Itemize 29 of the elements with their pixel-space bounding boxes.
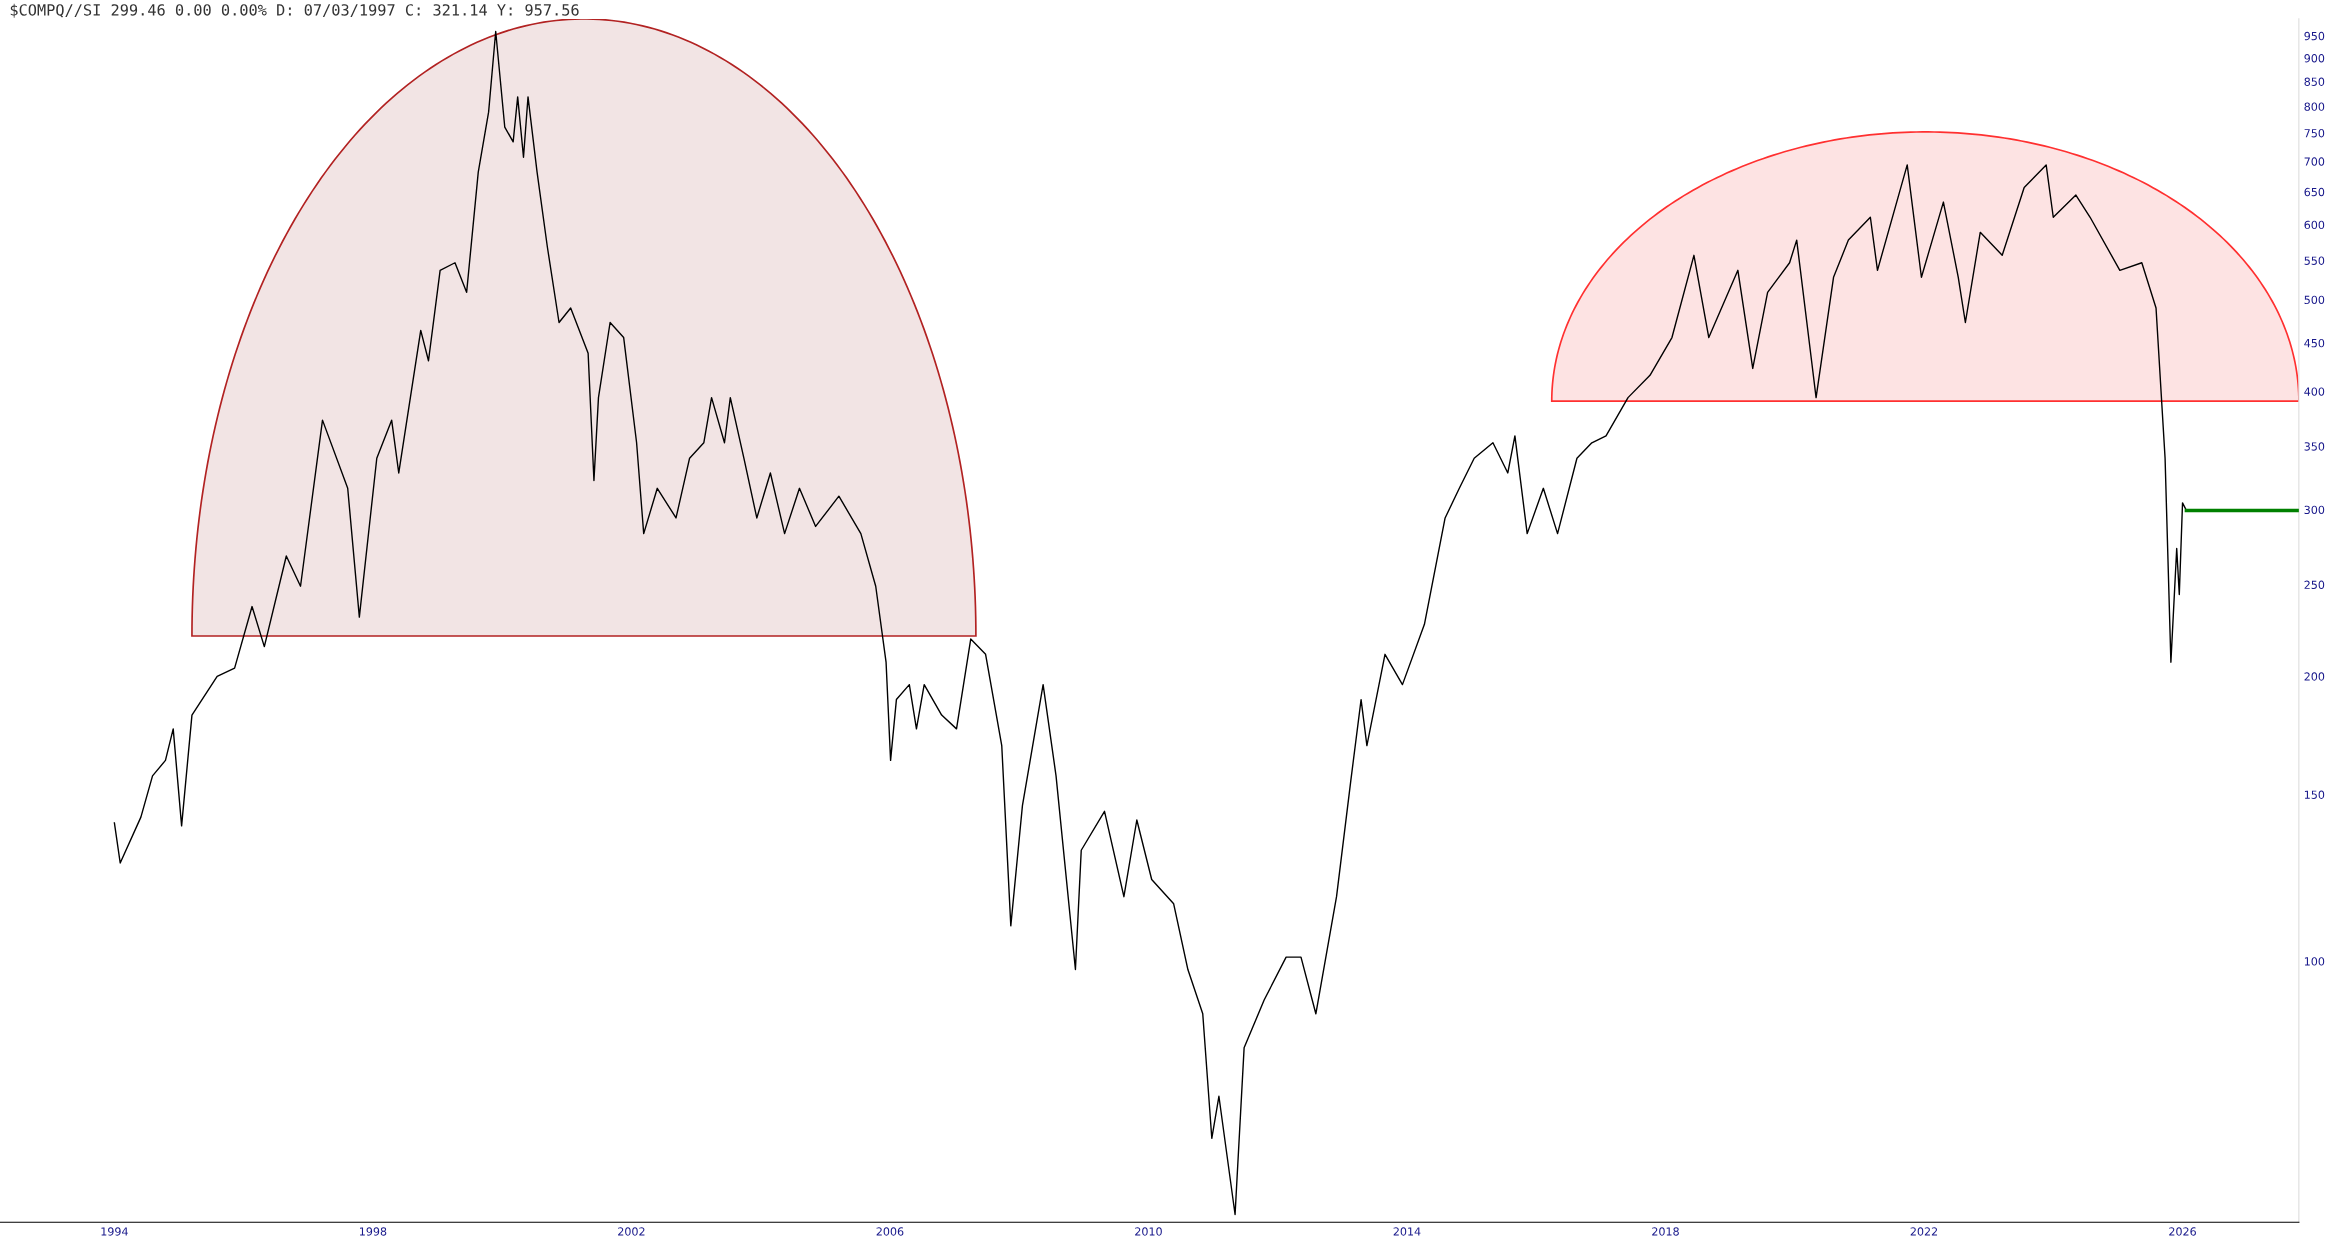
line-series xyxy=(113,30,2188,1216)
x-tick-label: 2002 xyxy=(618,1227,645,1236)
y-tick-label: 950 xyxy=(2304,31,2325,41)
y-tick-label: 150 xyxy=(2304,790,2325,799)
y-tick-label: 700 xyxy=(2304,157,2325,166)
x-tick-label: 2010 xyxy=(1135,1227,1162,1236)
y-tick-label: 100 xyxy=(2304,957,2325,966)
y-tick-label: 600 xyxy=(2304,220,2325,230)
x-tick-label: 1994 xyxy=(101,1227,128,1236)
y-tick-label: 650 xyxy=(2304,187,2325,197)
x-tick-label: 1998 xyxy=(359,1227,387,1236)
y-tick-label: 550 xyxy=(2304,256,2325,265)
y-tick-label: 350 xyxy=(2304,442,2325,451)
x-tick-label: 2018 xyxy=(1652,1227,1679,1236)
x-tick-label: 2006 xyxy=(876,1227,904,1236)
y-tick-label: 300 xyxy=(2304,505,2325,515)
y-tick-label: 250 xyxy=(2304,580,2325,589)
chart-title: $COMPQ//SI 299.46 0.00 0.00% D: 07/03/1997 C: 321.14 Y: 957.56 xyxy=(10,3,579,18)
y-tick-label: 900 xyxy=(2304,54,2325,63)
y-tick-label: 800 xyxy=(2304,102,2325,111)
y-tick-label: 850 xyxy=(2304,77,2325,86)
y-tick-label: 500 xyxy=(2304,295,2325,305)
y-tick-label: 400 xyxy=(2304,387,2325,396)
x-tick-label: 2014 xyxy=(1393,1227,1421,1236)
x-tick-label: 2026 xyxy=(2169,1227,2196,1236)
x-tick-label: 2022 xyxy=(1910,1227,1938,1236)
y-tick-label: 450 xyxy=(2304,338,2325,348)
y-tick-label: 200 xyxy=(2304,672,2325,681)
y-tick-label: 750 xyxy=(2304,128,2325,138)
